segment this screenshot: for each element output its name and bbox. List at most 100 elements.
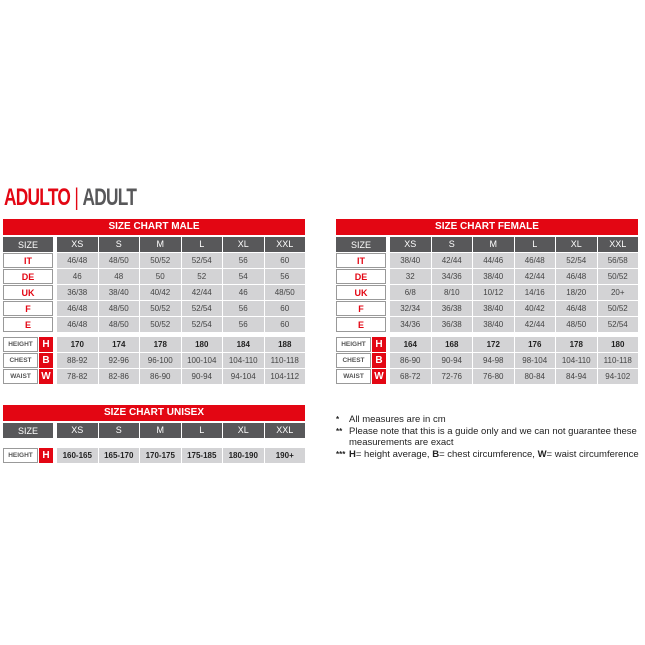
conversion-row-de: DE 46 48 50 52 54 56	[3, 269, 305, 284]
region-label: IT	[336, 253, 386, 268]
row-cells: 46 48 50 52 54 56	[57, 269, 305, 284]
measure-name: HEIGHT	[336, 337, 371, 352]
table-cell: 20+	[597, 285, 638, 300]
table-cell: 100-104	[181, 353, 222, 368]
row-cells: 46/48 48/50 50/52 52/54 56 60	[57, 301, 305, 316]
row-cells: 34/36 36/38 38/40 42/44 48/50 52/54	[390, 317, 638, 332]
table-cell: 46/48	[514, 253, 555, 268]
row-cells: 170 174 178 180 184 188	[57, 337, 305, 352]
row-cells: 46/48 48/50 50/52 52/54 56 60	[57, 317, 305, 332]
conversion-row-e: E 34/36 36/38 38/40 42/44 48/50 52/54	[336, 317, 638, 332]
table-cell: 6/8	[390, 285, 431, 300]
table-cell: 52/54	[556, 253, 597, 268]
table-cell: 38/40	[473, 301, 514, 316]
table-cell: 170-175	[140, 448, 181, 463]
table-cell: 52/54	[181, 253, 222, 268]
measure-name: HEIGHT	[3, 448, 38, 463]
row-cells: 160-165 165-170 170-175 175-185 180-190 190+	[57, 448, 305, 463]
size-header-s: S	[98, 423, 139, 438]
table-cell: 72-76	[431, 369, 472, 384]
header-row: SIZE XS S M L XL XXL	[3, 423, 305, 438]
note-marker: **	[336, 426, 343, 436]
header-row: SIZE XS S M L XL XXL	[3, 237, 305, 252]
size-header-xl: XL	[223, 237, 264, 252]
table-cell: 176	[514, 337, 555, 352]
table-cell: 56/58	[597, 253, 638, 268]
table-cell: 56	[223, 317, 264, 332]
table-cell: 50	[140, 269, 181, 284]
table-cell: 160-165	[57, 448, 98, 463]
table-cell: 46	[223, 285, 264, 300]
legend-text: = waist circumference	[546, 448, 639, 460]
chart-title: SIZE CHART UNISEX	[3, 405, 305, 421]
table-cell: 50/52	[597, 269, 638, 284]
chart-title: SIZE CHART MALE	[3, 219, 305, 235]
table-cell: 110-118	[264, 353, 305, 368]
table-cell: 90-94	[431, 353, 472, 368]
measure-row-height: HEIGHT H 164 168 172 176 178 180	[336, 337, 638, 352]
heading-italian: ADULTO	[4, 184, 71, 211]
table-cell: 60	[264, 317, 305, 332]
table-cell: 180-190	[223, 448, 264, 463]
measure-name: WAIST	[336, 369, 371, 384]
table-cell: 48/50	[98, 317, 139, 332]
measure-letter: H	[39, 337, 53, 352]
table-cell: 170	[57, 337, 98, 352]
conversion-row-it: IT 46/48 48/50 50/52 52/54 56 60	[3, 253, 305, 268]
row-cells: 88-92 92-96 96-100 100-104 104-110 110-118	[57, 353, 305, 368]
table-cell: 78-82	[57, 369, 98, 384]
size-chart-female: SIZE CHART FEMALE SIZE XS S M L XL XXL IT 38/40 42…	[336, 219, 638, 385]
table-cell: 50/52	[140, 253, 181, 268]
table-cell: 184	[223, 337, 264, 352]
table-cell: 82-86	[98, 369, 139, 384]
measure-label: WAIST W	[336, 369, 386, 384]
table-cell: 90-94	[181, 369, 222, 384]
table-cell: 180	[181, 337, 222, 352]
table-cell: 98-104	[514, 353, 555, 368]
measure-name: WAIST	[3, 369, 38, 384]
row-cells: 32/34 36/38 38/40 40/42 46/48 50/52	[390, 301, 638, 316]
table-cell: 38/40	[390, 253, 431, 268]
table-cell: 164	[390, 337, 431, 352]
measure-row-height: HEIGHT H 160-165 165-170 170-175 175-185 180-1…	[3, 448, 305, 463]
measure-name: CHEST	[3, 353, 38, 368]
region-label: DE	[336, 269, 386, 284]
conversion-row-it: IT 38/40 42/44 44/46 46/48 52/54 56/58	[336, 253, 638, 268]
measure-letter: B	[372, 353, 386, 368]
measure-row-height: HEIGHT H 170 174 178 180 184 188	[3, 337, 305, 352]
table-cell: 88-92	[57, 353, 98, 368]
legend-letter: B	[432, 448, 440, 460]
measure-row-waist: WAIST W 68-72 72-76 76-80 80-84 84-94 94-102	[336, 369, 638, 384]
legend-letter: H	[349, 448, 356, 460]
table-cell: 46/48	[57, 253, 98, 268]
measure-letter: H	[372, 337, 386, 352]
table-cell: 56	[264, 269, 305, 284]
heading-english: ADULT	[82, 184, 137, 211]
page-heading: ADULTO | ADULT	[4, 184, 137, 212]
table-cell: 18/20	[556, 285, 597, 300]
table-cell: 34/36	[390, 317, 431, 332]
row-cells: 38/40 42/44 44/46 46/48 52/54 56/58	[390, 253, 638, 268]
measure-name: CHEST	[336, 353, 371, 368]
table-cell: 42/44	[181, 285, 222, 300]
table-cell: 48	[98, 269, 139, 284]
table-cell: 178	[140, 337, 181, 352]
size-column-header: SIZE	[3, 237, 53, 252]
table-cell: 8/10	[431, 285, 472, 300]
row-cells: 36/38 38/40 40/42 42/44 46 48/50	[57, 285, 305, 300]
conversion-row-de: DE 32 34/36 38/40 42/44 46/48 50/52	[336, 269, 638, 284]
table-cell: 180	[597, 337, 638, 352]
table-cell: 52	[181, 269, 222, 284]
table-cell: 168	[431, 337, 472, 352]
notes: * All measures are in cm ** Please note tha…	[336, 414, 645, 460]
table-cell: 46	[57, 269, 98, 284]
note-marker: ***	[336, 449, 346, 459]
table-cell: 104-112	[264, 369, 305, 384]
table-cell: 50/52	[140, 317, 181, 332]
note-text: H= height average, B= chest circumferenc…	[349, 449, 639, 461]
table-cell: 48/50	[556, 317, 597, 332]
row-cells: 32 34/36 38/40 42/44 46/48 50/52	[390, 269, 638, 284]
measure-row-waist: WAIST W 78-82 82-86 86-90 90-94 94-104 104-112	[3, 369, 305, 384]
table-cell: 94-102	[597, 369, 638, 384]
size-header-l: L	[514, 237, 555, 252]
